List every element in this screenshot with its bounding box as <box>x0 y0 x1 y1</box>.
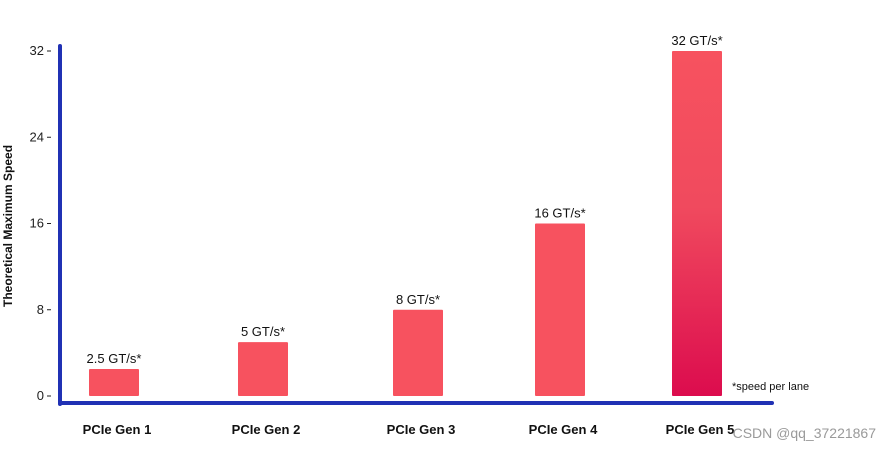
bar <box>535 223 585 396</box>
data-labels-group: 2.5 GT/s* 5 GT/s* 8 GT/s* 16 GT/s* 32 GT/s* <box>87 33 723 366</box>
y-axis-ticks: 0 8 16 24 32 <box>30 43 51 403</box>
bar-value-label: 5 GT/s* <box>241 324 285 339</box>
y-tick-label: 8 <box>37 302 44 317</box>
watermark: CSDN @qq_37221867 <box>733 425 877 441</box>
category-label: PCIe Gen 4 <box>529 422 598 437</box>
category-label: PCIe Gen 1 <box>83 422 152 437</box>
bar <box>393 309 443 396</box>
bar-value-label: 32 GT/s* <box>671 33 722 48</box>
bar <box>672 51 722 396</box>
category-label: PCIe Gen 3 <box>387 422 456 437</box>
y-tick-label: 0 <box>37 388 44 403</box>
bar <box>238 342 288 396</box>
footnote: *speed per lane <box>732 381 809 393</box>
y-tick-label: 16 <box>30 216 44 231</box>
bar-value-label: 16 GT/s* <box>534 206 585 221</box>
bar-value-label: 2.5 GT/s* <box>87 351 142 366</box>
bar <box>89 369 139 396</box>
bars-group <box>89 51 722 396</box>
bar-value-label: 8 GT/s* <box>396 292 440 307</box>
y-tick-label: 32 <box>30 43 44 58</box>
category-label: PCIe Gen 5 <box>666 422 735 437</box>
y-axis-title: Theoretical Maximum Speed <box>1 145 15 307</box>
category-labels-group: PCIe Gen 1 PCIe Gen 2 PCIe Gen 3 PCIe Gen 4… <box>83 422 735 437</box>
category-label: PCIe Gen 2 <box>232 422 301 437</box>
y-tick-label: 24 <box>30 129 44 144</box>
